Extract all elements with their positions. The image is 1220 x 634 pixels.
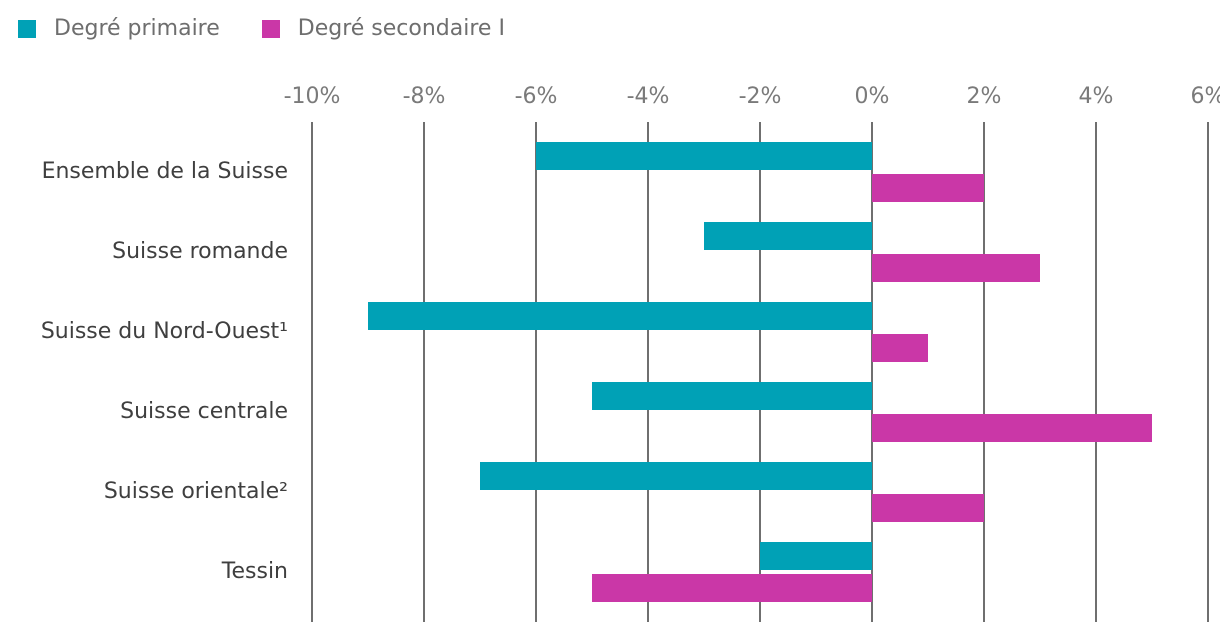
gridline [1095,122,1097,622]
category-label: Suisse orientale² [103,479,288,504]
bar-secondary [872,174,984,202]
bar-primary [704,222,872,250]
legend-label-primary: Degré primaire [54,16,220,41]
x-tick-label: -8% [402,84,446,109]
category-label: Ensemble de la Suisse [41,159,288,184]
x-tick-label: 2% [966,84,1002,109]
gridline [535,122,537,622]
x-tick-label: 4% [1078,84,1114,109]
x-tick-label: -6% [514,84,558,109]
category-label: Tessin [221,559,288,584]
gridline [311,122,313,622]
gridline [871,122,873,622]
bar-secondary [592,574,872,602]
x-tick-label: 0% [854,84,890,109]
x-tick-label: 6% [1190,84,1220,109]
bar-secondary [872,334,928,362]
legend-item-secondary: Degré secondaire I [261,16,505,41]
legend: Degré primaire Degré secondaire I [18,16,505,41]
legend-swatch-secondary-icon [261,19,280,38]
gridline [759,122,761,622]
gridline [647,122,649,622]
x-tick-label: -4% [626,84,670,109]
x-tick-label: -10% [283,84,341,109]
bar-secondary [872,254,1040,282]
bar-primary [368,302,872,330]
bar-primary [592,382,872,410]
legend-label-secondary: Degré secondaire I [297,16,505,41]
category-label: Suisse romande [112,239,288,264]
category-label: Suisse du Nord-Ouest¹ [40,319,288,344]
category-label: Suisse centrale [120,399,288,424]
bar-primary [536,142,872,170]
bar-primary [760,542,872,570]
legend-swatch-primary-icon [18,19,36,38]
legend-item-primary: Degré primaire [18,16,220,41]
gridline [423,122,425,622]
gridline [1207,122,1209,622]
bar-secondary [872,494,984,522]
bar-secondary [872,414,1152,442]
bar-primary [480,462,872,490]
x-tick-label: -2% [738,84,782,109]
gridline [983,122,985,622]
